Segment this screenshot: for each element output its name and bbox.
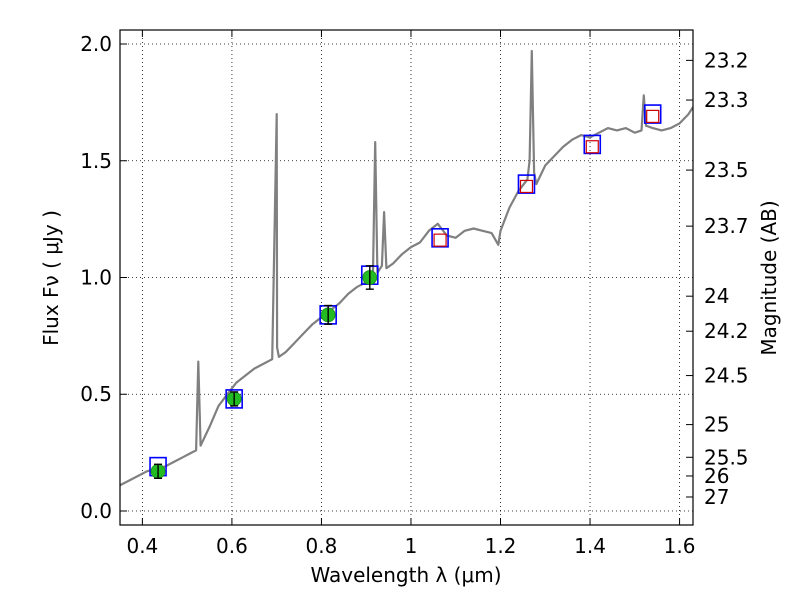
- y-tick-label: 2.0: [80, 32, 112, 56]
- upper-limit-marker: [586, 141, 598, 153]
- upper-limit-marker: [434, 234, 446, 246]
- y-tick-label: 0.5: [80, 382, 112, 406]
- spectrum-line: [120, 51, 693, 485]
- x-axis-label: Wavelength λ (μm): [310, 563, 501, 587]
- x-tick-label: 1.4: [574, 534, 606, 558]
- upper-limit-marker: [647, 110, 659, 122]
- magnitude-tick-label: 23.2: [704, 48, 749, 72]
- magnitude-tick-label: 24.2: [704, 319, 749, 343]
- magnitude-tick-label: 23.5: [704, 158, 749, 182]
- magnitude-axis-label: Magnitude (AB): [757, 200, 781, 355]
- x-tick-label: 0.8: [306, 534, 338, 558]
- y-tick-label: 1.5: [80, 149, 112, 173]
- tick-layer: 0.4 0.6 0.8 1 1.2 1.4 1.6 0.0 0.5 1.0 1.5 2.0 23.2 23…: [80, 30, 748, 558]
- plot-frame: [120, 30, 693, 525]
- magnitude-tick-label: 25: [704, 413, 729, 437]
- y-axis-label: Flux Fν ( μJy ): [39, 210, 63, 346]
- x-tick-label: 0.4: [126, 534, 158, 558]
- x-tick-label: 0.6: [216, 534, 248, 558]
- magnitude-tick-label: 24.5: [704, 364, 749, 388]
- x-tick-label: 1.6: [664, 534, 696, 558]
- sed-chart: 0.4 0.6 0.8 1 1.2 1.4 1.6 0.0 0.5 1.0 1.5 2.0 23.2 23…: [0, 0, 800, 600]
- grid-layer: [120, 30, 693, 525]
- magnitude-tick-label: 27: [704, 485, 729, 509]
- x-tick-label: 1: [405, 534, 418, 558]
- y-tick-label: 1.0: [80, 266, 112, 290]
- magnitude-tick-label: 23.7: [704, 214, 749, 238]
- magnitude-tick-label: 24: [704, 284, 729, 308]
- y-tick-label: 0.0: [80, 499, 112, 523]
- magnitude-tick-label: 23.3: [704, 88, 749, 112]
- series-layer: [120, 51, 693, 485]
- x-tick-label: 1.2: [485, 534, 517, 558]
